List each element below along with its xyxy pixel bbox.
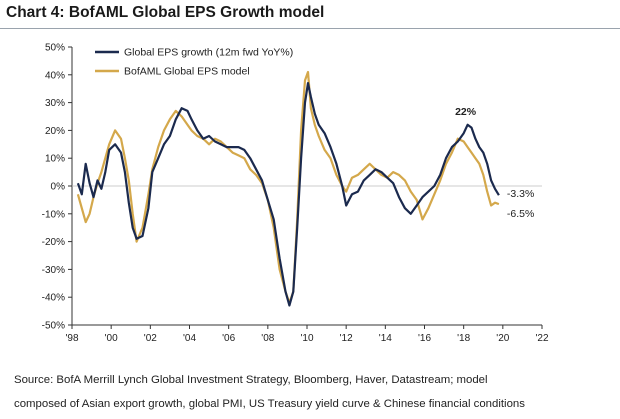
x-tick-label: '12 — [340, 333, 353, 344]
series-line-bofaml-eps-model — [76, 70, 500, 304]
x-tick-label: '06 — [222, 333, 235, 344]
y-tick-label: -40% — [42, 293, 65, 304]
chart-legend: Global EPS growth (12m fwd YoY%) BofAML G… — [95, 47, 293, 78]
x-tick-label: '10 — [300, 333, 313, 344]
source-note-line-2: composed of Asian export growth, global … — [14, 398, 525, 410]
title-divider — [0, 28, 620, 29]
chart-axes: 50% 40% 30% 20% 10% 0% -10% -20% -30% -40% -50%'98… — [42, 43, 549, 345]
x-tick-label: '18 — [457, 333, 470, 344]
chart-annotations: 22% -3.3% -6.5% — [455, 106, 534, 220]
y-tick-label: -30% — [42, 265, 65, 276]
y-tick-label: 20% — [45, 126, 65, 137]
x-tick-label: '04 — [183, 333, 196, 344]
legend-label: BofAML Global EPS model — [124, 66, 250, 78]
y-tick-label: -10% — [42, 209, 65, 220]
y-tick-label: -50% — [42, 321, 65, 332]
x-tick-label: '98 — [65, 333, 78, 344]
x-tick-label: '22 — [535, 333, 548, 344]
y-tick-label: 40% — [45, 70, 65, 81]
latest-model-annotation: -6.5% — [507, 208, 534, 220]
x-tick-label: '00 — [105, 333, 118, 344]
series-layer — [76, 70, 500, 307]
source-note-line-1: Source: BofA Merrill Lynch Global Invest… — [14, 374, 488, 386]
x-tick-label: '08 — [261, 333, 274, 344]
y-tick-label: 50% — [45, 43, 65, 54]
y-tick-label: 30% — [45, 98, 65, 109]
y-tick-label: 0% — [51, 182, 66, 193]
y-tick-label: -20% — [42, 237, 65, 248]
chart-title: Chart 4: BofAML Global EPS Growth model — [6, 4, 325, 21]
line-chart: 50% 40% 30% 20% 10% 0% -10% -20% -30% -40% -50%'98… — [42, 43, 549, 345]
x-tick-label: '14 — [379, 333, 392, 344]
legend-label: Global EPS growth (12m fwd YoY%) — [124, 47, 293, 59]
peak-annotation: 22% — [455, 106, 477, 118]
x-tick-label: '16 — [418, 333, 431, 344]
x-tick-label: '02 — [144, 333, 157, 344]
y-tick-label: 10% — [45, 154, 65, 165]
x-tick-label: '20 — [496, 333, 509, 344]
series-line-global-eps-growth — [76, 81, 500, 307]
latest-growth-annotation: -3.3% — [507, 188, 534, 200]
